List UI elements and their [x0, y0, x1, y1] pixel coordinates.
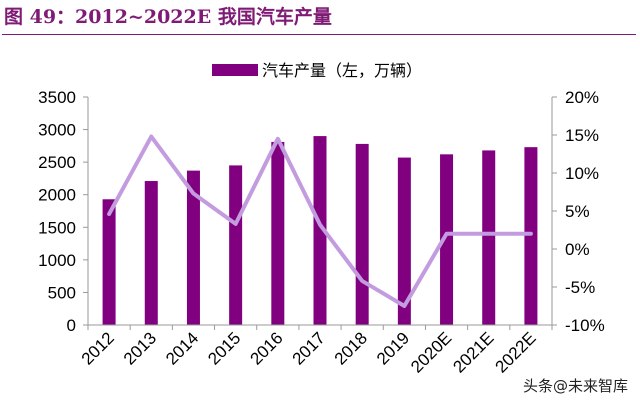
growth-line-layer: [107, 134, 533, 308]
figure-title: 图 49：2012~2022E 我国汽车产量: [4, 6, 332, 28]
production-bar: [186, 170, 200, 325]
production-bar: [313, 136, 327, 325]
production-bar: [229, 165, 243, 325]
x-tick-label: 2016: [246, 328, 286, 368]
x-axis: 2012 2013 2014 2015 2016 2017 2018 20192020E202…: [78, 324, 553, 377]
production-bar: [482, 150, 496, 325]
title-divider: [2, 34, 636, 35]
x-tick-label: 2014: [162, 328, 202, 368]
production-bar: [440, 154, 454, 325]
left-tick-label: 3000: [38, 121, 76, 140]
right-tick-label: 20%: [565, 88, 599, 107]
left-tick-label: 3500: [38, 88, 76, 107]
legend-swatch: [212, 64, 258, 76]
x-tick-label: 2017: [289, 328, 329, 368]
x-tick-label: 2015: [204, 328, 244, 368]
legend-label: 汽车产量（左，万辆）: [262, 61, 422, 80]
left-tick-label: 2500: [38, 153, 76, 172]
growth-line: [107, 134, 533, 308]
left-tick-label: 1500: [38, 218, 76, 237]
x-tick-label: 2018: [331, 328, 371, 368]
x-tick-label: 2012: [78, 328, 118, 368]
production-bar: [144, 181, 158, 325]
production-bar: [397, 157, 411, 325]
bars: [102, 136, 538, 325]
production-bar: [271, 141, 285, 325]
left-tick-label: 500: [48, 283, 76, 302]
production-bar: [102, 199, 116, 325]
right-tick-label: 15%: [565, 126, 599, 145]
right-tick-label: 10%: [565, 164, 599, 183]
left-tick-label: 0: [67, 316, 76, 335]
left-tick-label: 1000: [38, 251, 76, 270]
right-tick-label: 5%: [565, 202, 590, 221]
x-tick-label: 2013: [120, 328, 160, 368]
legend: 汽车产量（左，万辆）: [212, 61, 422, 80]
watermark: 头条@未来智库: [522, 377, 628, 395]
x-tick-label: 2020E: [407, 328, 455, 376]
production-bar: [524, 147, 538, 325]
right-tick-label: 0%: [565, 240, 590, 259]
right-tick-label: -10%: [565, 316, 605, 335]
production-bar: [355, 143, 369, 325]
right-axis: -10% -5% 0% 5% 10% 15% 20%: [551, 88, 605, 335]
x-tick-label: 2021E: [449, 328, 497, 376]
left-axis: 0 500 1000 1500 2000 2500 3000 3500: [38, 88, 89, 335]
right-tick-label: -5%: [565, 278, 595, 297]
left-tick-label: 2000: [38, 186, 76, 205]
x-tick-label: 2022E: [492, 328, 540, 376]
